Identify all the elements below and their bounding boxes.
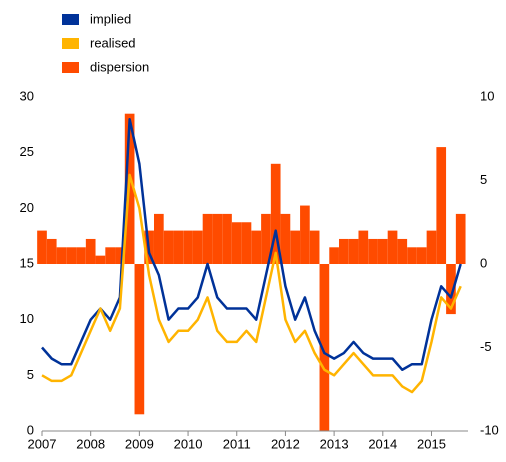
dispersion-bar — [202, 213, 213, 264]
dispersion-bar — [173, 230, 184, 264]
dispersion-bar — [95, 255, 106, 264]
dispersion-bar — [339, 238, 349, 264]
dispersion-bar — [416, 247, 427, 264]
dispersion-bar — [329, 247, 339, 264]
x-tick-label: 2008 — [76, 436, 105, 451]
dispersion-bar — [309, 230, 320, 264]
x-tick-label: 2013 — [320, 436, 349, 451]
dispersion-bar — [397, 238, 408, 264]
y2-tick-label: 10 — [480, 88, 494, 103]
dispersion-bar — [241, 222, 252, 264]
dispersion-bar — [56, 247, 67, 264]
dispersion-bar — [377, 238, 388, 264]
dispersion-bar — [290, 230, 301, 264]
dispersion-bar — [319, 264, 330, 431]
y-tick-label: 20 — [20, 200, 34, 215]
dispersion-bar — [251, 230, 262, 264]
y-tick-label: 25 — [20, 144, 34, 159]
dispersion-bar — [163, 230, 174, 264]
dispersion-bar — [105, 247, 116, 264]
dispersion-bar — [231, 222, 242, 264]
legend-swatch — [62, 62, 79, 73]
legend-swatch — [62, 14, 79, 25]
y2-tick-label: -5 — [480, 339, 492, 354]
legend-label: implied — [90, 11, 131, 26]
dispersion-bar — [46, 238, 57, 264]
dispersion-bar — [387, 230, 398, 264]
legend-label: dispersion — [90, 59, 149, 74]
dispersion-bar — [66, 247, 77, 264]
dispersion-bar — [115, 247, 125, 264]
dispersion-bar — [358, 230, 369, 264]
dispersion-bar — [348, 238, 359, 264]
dispersion-bar — [455, 213, 466, 264]
y-tick-label: 5 — [27, 367, 34, 382]
y2-tick-label: -10 — [480, 422, 499, 437]
dispersion-bar — [368, 238, 378, 264]
y-tick-label: 0 — [27, 422, 34, 437]
dispersion-bar — [407, 247, 417, 264]
x-tick-label: 2014 — [368, 436, 397, 451]
x-tick-label: 2010 — [174, 436, 203, 451]
x-tick-label: 2012 — [271, 436, 300, 451]
dispersion-bar — [76, 247, 86, 264]
x-tick-label: 2009 — [125, 436, 154, 451]
dispersion-bar — [134, 264, 145, 415]
x-tick-label: 2011 — [223, 436, 251, 451]
dispersion-bar — [280, 213, 291, 264]
dispersion-bar — [270, 163, 281, 264]
dispersion-bar — [37, 230, 47, 264]
dispersion-bar — [183, 230, 193, 264]
dispersion-bar — [300, 205, 310, 264]
dispersion-bar — [154, 213, 164, 264]
x-tick-label: 2007 — [28, 436, 57, 451]
y2-tick-label: 5 — [480, 172, 487, 187]
dispersion-bar — [222, 213, 232, 264]
y-tick-label: 30 — [20, 88, 34, 103]
series-line — [41, 173, 462, 394]
dispersion-bar — [446, 264, 456, 315]
y-tick-label: 10 — [20, 311, 34, 326]
series-line — [41, 118, 462, 372]
dispersion-bar — [85, 238, 96, 264]
dispersion-bar — [192, 230, 203, 264]
dispersion-bar — [261, 213, 271, 264]
dispersion-bar — [426, 230, 437, 264]
dispersion-bar — [436, 147, 447, 264]
y-tick-label: 15 — [20, 255, 34, 270]
x-tick-label: 2015 — [417, 436, 446, 451]
legend-swatch — [62, 38, 79, 49]
legend-label: realised — [90, 35, 136, 50]
dispersion-bar — [212, 213, 223, 264]
y2-tick-label: 0 — [480, 255, 487, 270]
